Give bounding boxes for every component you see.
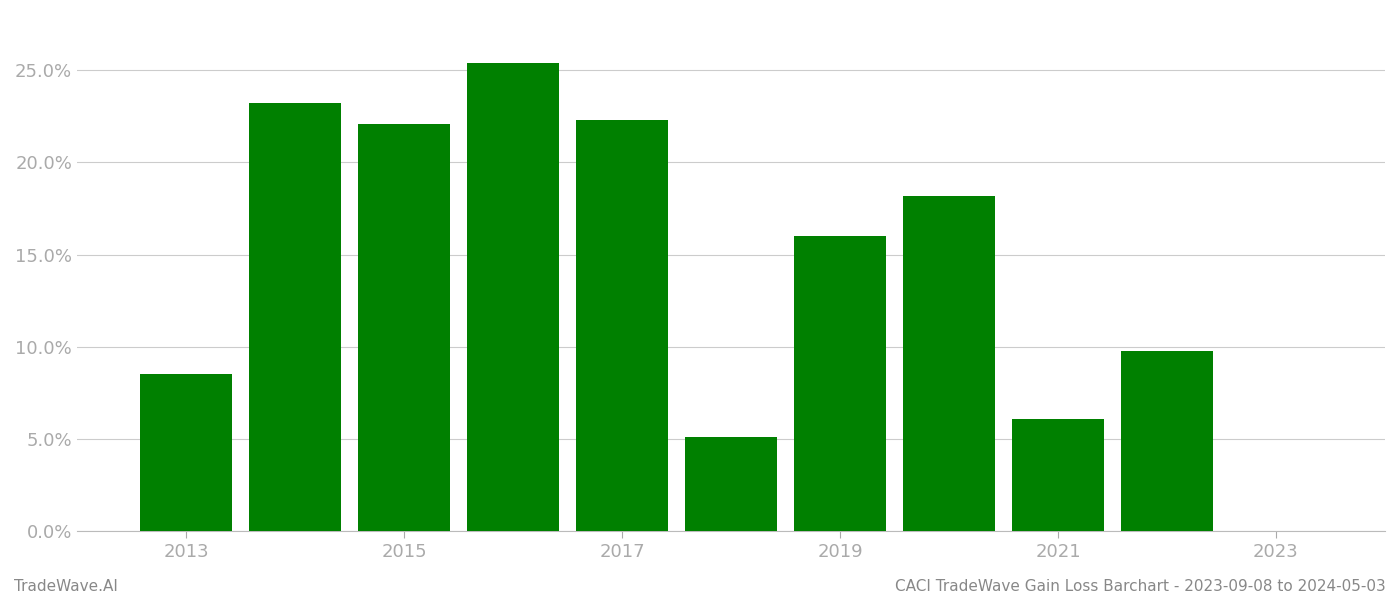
Bar <box>794 236 886 531</box>
Text: TradeWave.AI: TradeWave.AI <box>14 579 118 594</box>
Bar <box>140 374 232 531</box>
Text: CACI TradeWave Gain Loss Barchart - 2023-09-08 to 2024-05-03: CACI TradeWave Gain Loss Barchart - 2023… <box>895 579 1386 594</box>
Bar <box>466 63 560 531</box>
Bar <box>357 124 451 531</box>
Bar <box>685 437 777 531</box>
Bar <box>249 103 342 531</box>
Bar <box>575 120 668 531</box>
Bar <box>1120 350 1214 531</box>
Bar <box>1012 419 1105 531</box>
Bar <box>903 196 995 531</box>
